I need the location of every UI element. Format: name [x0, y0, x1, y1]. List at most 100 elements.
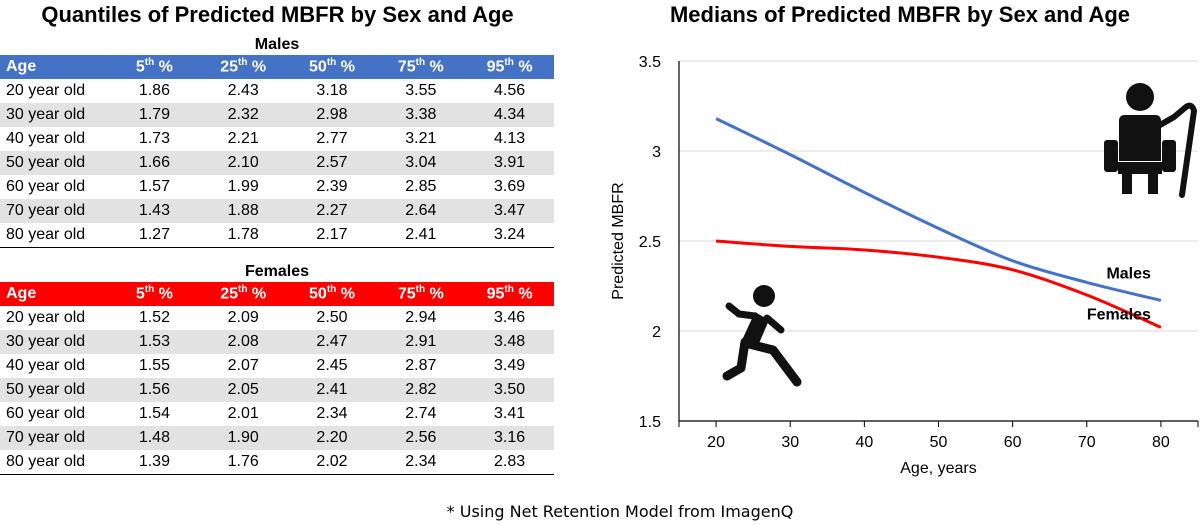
table-cell: 3.46	[494, 309, 526, 326]
table-cell: 2.27	[287, 199, 377, 223]
females-header-cell: Age	[0, 282, 110, 306]
females-series-label: Females	[1087, 306, 1151, 323]
table-cell: 3.50	[465, 378, 554, 402]
table-cell: 4.13	[494, 130, 526, 147]
males-header-cell: Age	[0, 55, 110, 79]
table-cell: 2.34	[316, 405, 348, 422]
table-cell: 3.48	[465, 330, 554, 354]
x-tick-label: 50	[930, 434, 948, 451]
females-header-cell: 75th %	[376, 282, 466, 306]
table-cell: 2.07	[227, 357, 259, 374]
table-cell: 1.57	[138, 178, 170, 195]
males-header-cell: 5th %	[110, 55, 199, 79]
table-cell: 1.79	[110, 103, 199, 127]
table-row: 80 year old 1.39 1.76 2.02 2.34 2.83	[0, 450, 554, 475]
table-cell: 30 year old	[0, 330, 110, 354]
table-cell: 2.41	[376, 223, 466, 248]
y-tick-label: 2.5	[639, 234, 661, 251]
table-cell: 2.08	[198, 330, 288, 354]
table-cell: 1.86	[138, 82, 170, 99]
table-cell: 1.52	[138, 309, 170, 326]
y-tick-label: 2	[652, 324, 661, 341]
table-row: 60 year old 1.57 1.99 2.39 2.85 3.69	[0, 175, 554, 199]
females-header-cell: 95th %	[465, 282, 554, 306]
table-cell: 2.77	[316, 130, 348, 147]
table-cell: 3.21	[405, 130, 437, 147]
table-row: 80 year old 1.27 1.78 2.17 2.41 3.24	[0, 223, 554, 248]
table-cell: 2.01	[227, 405, 259, 422]
table-cell: 1.54	[138, 405, 170, 422]
table-cell: 1.27	[110, 223, 199, 248]
table-cell: 4.56	[494, 82, 526, 99]
table-cell: 2.43	[227, 82, 259, 99]
table-cell: 2.47	[287, 330, 377, 354]
table-cell: 2.64	[376, 199, 466, 223]
table-cell: 3.47	[465, 199, 554, 223]
table-cell: 3.91	[465, 151, 554, 175]
table-cell: 1.88	[198, 199, 288, 223]
table-row: 50 year old 1.56 2.05 2.41 2.82 3.50	[0, 378, 554, 402]
table-row: 50 year old 1.66 2.10 2.57 3.04 3.91	[0, 151, 554, 175]
x-tick-label: 60	[1004, 434, 1022, 451]
table-cell: 60 year old	[6, 178, 86, 195]
table-cell: 50 year old	[0, 151, 110, 175]
table-cell: 1.78	[198, 223, 288, 248]
table-cell: 1.56	[110, 378, 199, 402]
table-cell: 1.90	[198, 426, 288, 450]
females-table-body: 20 year old 1.52 2.09 2.50 2.94 3.46 30 year o…	[0, 306, 554, 475]
table-cell: 2.34	[376, 450, 466, 475]
females-quantile-table: Age 5th % 25th % 50th % 75th % 95th % 20 year…	[0, 282, 554, 475]
table-cell: 2.02	[287, 450, 377, 475]
table-cell: 50 year old	[0, 378, 110, 402]
table-cell: 1.76	[198, 450, 288, 475]
footnote: * Using Net Retention Model from ImagenQ	[446, 502, 794, 521]
table-cell: 70 year old	[0, 426, 110, 450]
table-cell: 2.41	[287, 378, 377, 402]
table-cell: 2.09	[227, 309, 259, 326]
table-cell: 2.32	[198, 103, 288, 127]
table-cell: 2.82	[376, 378, 466, 402]
table-cell: 2.45	[316, 357, 348, 374]
table-cell: 2.10	[198, 151, 288, 175]
males-series-line	[715, 117, 1162, 302]
table-cell: 70 year old	[0, 199, 110, 223]
males-header-cell: 95th %	[465, 55, 554, 79]
table-cell: 2.56	[376, 426, 466, 450]
table-cell: 2.39	[316, 178, 348, 195]
table-cell: 1.43	[110, 199, 199, 223]
females-table-section: Females Age 5th % 25th % 50th % 75th % 95th %…	[0, 262, 554, 475]
table-cell: 3.38	[376, 103, 466, 127]
table-cell: 2.21	[227, 130, 259, 147]
table-cell: 2.50	[316, 309, 348, 326]
table-cell: 3.04	[376, 151, 466, 175]
table-cell: 3.41	[494, 405, 526, 422]
y-tick-label: 1.5	[639, 414, 661, 431]
table-cell: 2.20	[287, 426, 377, 450]
males-series-label: Males	[1106, 265, 1151, 282]
table-row: 30 year old 1.79 2.32 2.98 3.38 4.34	[0, 103, 554, 127]
median-mbfr-line-chart: 1.5 2 2.5 3 3.5 20 30 40 50 60 70 80 Age, years Predi…	[610, 54, 1199, 477]
table-cell: 1.48	[110, 426, 199, 450]
table-row: 20 year old 1.52 2.09 2.50 2.94 3.46	[0, 306, 554, 330]
table-cell: 3.16	[465, 426, 554, 450]
table-cell: 1.99	[227, 178, 259, 195]
running-person-icon	[722, 285, 802, 387]
males-quantile-table: Age 5th % 25th % 50th % 75th % 95th % 20 year…	[0, 55, 554, 248]
table-cell: 2.98	[287, 103, 377, 127]
males-table-section: Males Age 5th % 25th % 50th % 75th % 95th % 2…	[0, 35, 554, 248]
table-cell: 2.85	[405, 178, 437, 195]
table-row: 40 year old 1.73 2.21 2.77 3.21 4.13	[0, 127, 554, 151]
x-tick-label: 80	[1152, 434, 1170, 451]
females-table-caption: Females	[244, 263, 310, 280]
table-cell: 1.55	[138, 357, 170, 374]
table-cell: 2.87	[405, 357, 437, 374]
table-cell: 4.34	[465, 103, 554, 127]
table-cell: 2.57	[287, 151, 377, 175]
males-header-row: Age 5th % 25th % 50th % 75th % 95th %	[0, 55, 554, 79]
table-row: 40 year old 1.55 2.07 2.45 2.87 3.49	[0, 354, 554, 378]
table-cell: 2.83	[465, 450, 554, 475]
table-cell: 1.53	[110, 330, 199, 354]
table-cell: 2.05	[198, 378, 288, 402]
table-cell: 2.74	[405, 405, 437, 422]
table-cell: 1.73	[138, 130, 170, 147]
